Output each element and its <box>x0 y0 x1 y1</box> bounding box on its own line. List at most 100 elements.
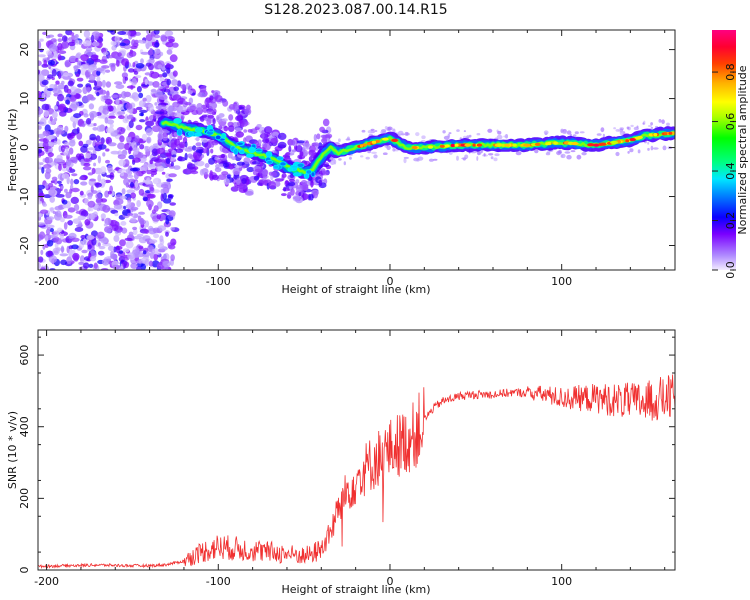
noise-blob <box>650 145 654 151</box>
ridge-blob <box>276 156 284 161</box>
noise-blob <box>177 156 186 162</box>
noise-blob <box>60 185 64 190</box>
y-tick-label: 600 <box>18 345 31 366</box>
noise-blob <box>79 190 84 196</box>
noise-blob <box>53 92 59 97</box>
noise-blob <box>53 105 59 110</box>
noise-blob <box>107 190 112 195</box>
noise-blob <box>122 261 130 269</box>
noise-blob <box>39 38 44 42</box>
noise-blob <box>97 250 105 256</box>
noise-blob <box>41 92 46 100</box>
noise-blob <box>57 93 65 102</box>
noise-blob <box>448 132 452 135</box>
noise-blob <box>289 139 296 146</box>
noise-blob <box>96 92 100 97</box>
noise-blob <box>123 177 130 186</box>
noise-blob <box>38 213 42 218</box>
noise-blob <box>209 170 213 175</box>
ridge-hotspot <box>504 143 510 147</box>
noise-blob <box>133 70 139 75</box>
ridge-hotspot <box>664 132 668 136</box>
noise-blob <box>91 237 97 246</box>
noise-blob <box>556 150 562 156</box>
noise-blob <box>90 34 95 43</box>
noise-blob <box>515 151 522 156</box>
noise-blob <box>68 245 74 250</box>
x-tick-label: 0 <box>386 275 393 288</box>
noise-blob <box>69 184 74 190</box>
noise-blob <box>134 172 139 180</box>
colorbar-gradient <box>712 30 736 270</box>
snr-frame <box>37 329 676 571</box>
noise-blob <box>145 40 151 49</box>
noise-blob <box>38 200 43 205</box>
noise-blob <box>630 124 634 128</box>
noise-blob <box>93 162 97 167</box>
noise-blob <box>110 250 115 258</box>
noise-blob <box>47 88 54 92</box>
noise-blob <box>147 103 154 112</box>
noise-blob <box>94 182 103 188</box>
noise-blob <box>57 33 63 38</box>
noise-blob <box>139 144 145 150</box>
noise-blob <box>244 190 254 196</box>
ridge-blob <box>173 118 182 124</box>
ridge-hotspot <box>359 144 364 148</box>
noise-blob <box>136 266 142 270</box>
noise-blob <box>236 161 245 166</box>
noise-blob <box>153 34 161 39</box>
noise-blob <box>108 142 117 147</box>
noise-blob <box>652 147 659 150</box>
noise-blob <box>43 164 52 169</box>
y-tick-label: 200 <box>18 488 31 509</box>
noise-blob <box>61 80 65 85</box>
noise-blob <box>144 190 151 194</box>
noise-blob <box>281 174 285 181</box>
snr-x-axis-label: Height of straight line (km) <box>281 583 430 596</box>
noise-blob <box>118 168 127 172</box>
noise-blob <box>218 125 223 130</box>
noise-blob <box>129 167 138 172</box>
ridge-blob <box>248 146 256 153</box>
noise-blob <box>172 70 178 77</box>
noise-blob <box>76 60 82 69</box>
noise-blob <box>223 125 229 132</box>
noise-blob <box>48 135 56 140</box>
ridge-blob <box>266 159 274 165</box>
noise-blob <box>100 178 107 186</box>
y-tick-label: 0 <box>18 144 31 151</box>
noise-blob <box>117 142 125 150</box>
noise-blob <box>126 189 136 194</box>
noise-blob <box>61 173 70 180</box>
noise-blob <box>145 184 154 188</box>
noise-blob <box>95 67 105 72</box>
noise-blob <box>216 115 220 121</box>
noise-blob <box>295 145 303 153</box>
noise-blob <box>251 161 261 165</box>
noise-blob <box>249 176 255 180</box>
noise-blob <box>300 179 308 186</box>
noise-blob <box>70 196 80 204</box>
y-tick-label: -20 <box>18 237 31 255</box>
noise-blob <box>160 159 166 163</box>
noise-blob <box>111 264 121 270</box>
noise-blob <box>114 198 124 205</box>
noise-blob <box>259 160 264 167</box>
figure-title: S128.2023.087.00.14.R15 <box>264 2 447 18</box>
noise-blob <box>456 129 460 132</box>
noise-blob <box>175 148 184 153</box>
noise-blob <box>38 60 42 66</box>
noise-blob <box>166 67 171 74</box>
noise-blob <box>115 245 120 254</box>
noise-blob <box>43 110 50 118</box>
spectrogram-content <box>38 30 675 270</box>
noise-blob <box>38 138 48 142</box>
noise-blob <box>222 99 229 107</box>
noise-blob <box>44 171 51 180</box>
noise-blob <box>232 167 241 176</box>
noise-blob <box>155 105 162 110</box>
noise-blob <box>48 234 56 239</box>
noise-blob <box>286 194 292 199</box>
noise-blob <box>192 145 197 151</box>
